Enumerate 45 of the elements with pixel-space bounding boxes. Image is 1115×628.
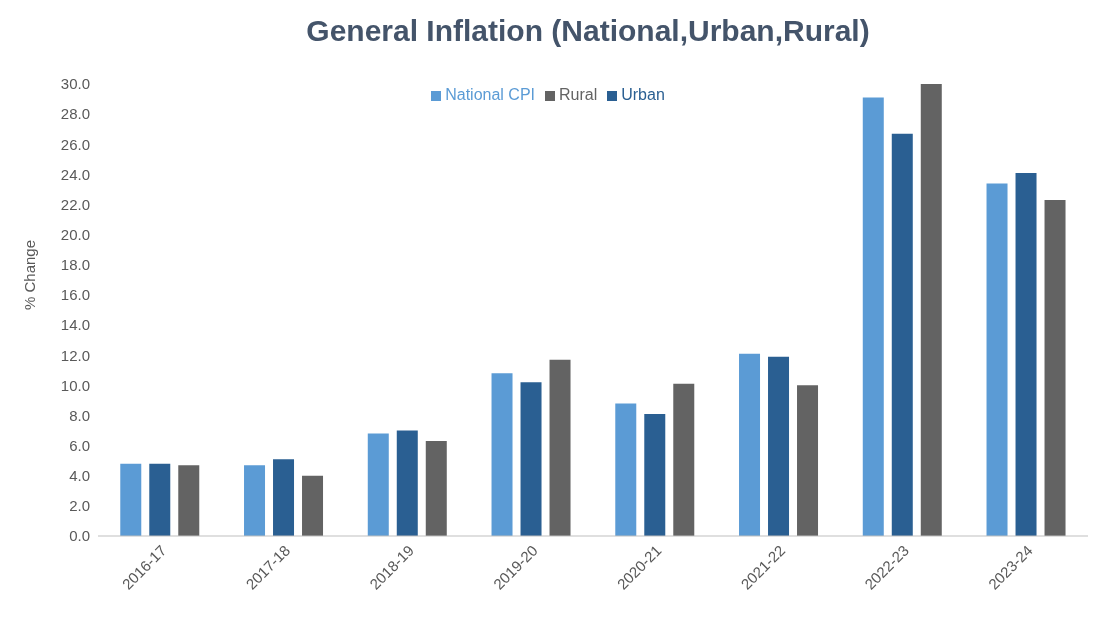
bar bbox=[797, 385, 819, 536]
y-tick-label: 16.0 bbox=[60, 286, 90, 304]
bar bbox=[739, 353, 761, 536]
bar bbox=[273, 459, 295, 536]
bar bbox=[615, 403, 637, 536]
y-tick-label: 22.0 bbox=[60, 195, 90, 213]
y-tick-label: 12.0 bbox=[60, 346, 90, 364]
bar bbox=[920, 84, 942, 536]
bar bbox=[149, 463, 171, 536]
bar bbox=[396, 430, 418, 536]
bar bbox=[178, 465, 200, 536]
y-axis-title: % Change bbox=[21, 239, 39, 310]
y-tick-label: 6.0 bbox=[69, 436, 90, 454]
bar bbox=[302, 475, 324, 536]
y-tick-label: 4.0 bbox=[69, 467, 90, 485]
bar bbox=[673, 383, 695, 536]
bar bbox=[862, 97, 884, 536]
bar bbox=[644, 413, 666, 536]
bar bbox=[891, 133, 913, 536]
y-tick-label: 14.0 bbox=[60, 316, 90, 334]
bar bbox=[491, 373, 513, 536]
legend-label: Urban bbox=[621, 86, 665, 103]
y-tick-label: 10.0 bbox=[60, 376, 90, 394]
y-tick-label: 26.0 bbox=[60, 135, 90, 153]
bar bbox=[120, 463, 142, 536]
y-tick-label: 8.0 bbox=[69, 406, 90, 424]
y-tick-label: 18.0 bbox=[60, 256, 90, 274]
chart-title: General Inflation (National,Urban,Rural) bbox=[305, 13, 871, 49]
legend-label: National CPI bbox=[445, 86, 535, 103]
y-tick-label: 28.0 bbox=[60, 105, 90, 123]
bar bbox=[244, 465, 266, 536]
bar bbox=[1044, 200, 1066, 536]
y-tick-label: 30.0 bbox=[60, 75, 90, 93]
bar bbox=[768, 356, 790, 536]
bar bbox=[367, 433, 389, 536]
y-tick-label: 24.0 bbox=[60, 165, 90, 183]
y-tick-label: 20.0 bbox=[60, 225, 90, 243]
bar bbox=[1015, 172, 1037, 536]
bar bbox=[986, 183, 1008, 536]
legend-label: Rural bbox=[559, 86, 598, 103]
bar bbox=[425, 441, 447, 536]
y-tick-label: 0.0 bbox=[69, 527, 90, 545]
bar bbox=[549, 359, 571, 536]
bar bbox=[520, 382, 542, 536]
y-tick-label: 2.0 bbox=[69, 497, 90, 515]
